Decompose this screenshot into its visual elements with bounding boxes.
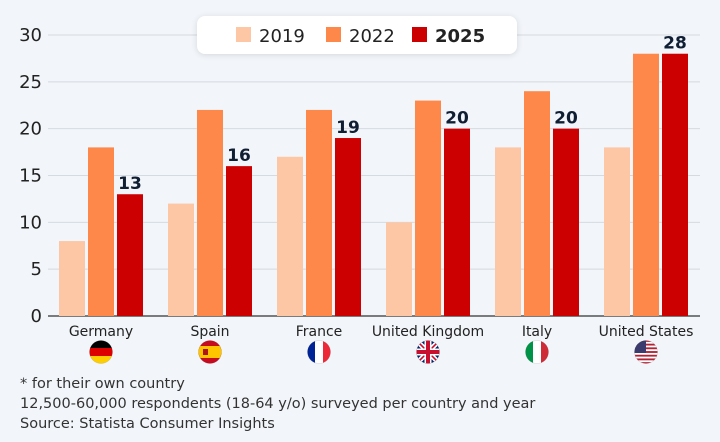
bar-2022	[524, 91, 550, 316]
data-label: 20	[554, 109, 578, 129]
legend-swatch-2019	[236, 27, 251, 42]
italy-flag-icon	[525, 340, 549, 364]
category-label: Spain	[190, 324, 229, 340]
bar-2025	[117, 194, 143, 316]
y-tick-label: 5	[31, 259, 42, 280]
bar-2025	[335, 138, 361, 316]
source: Source: Statista Consumer Insights	[20, 416, 275, 432]
bar-2019	[495, 147, 521, 316]
y-tick-label: 25	[19, 72, 42, 93]
data-label: 13	[118, 174, 142, 194]
respondents-note: 12,500-60,000 respondents (18-64 y/o) su…	[20, 396, 536, 412]
legend-label-2019: 2019	[259, 26, 305, 47]
bar-2025	[226, 166, 252, 316]
bar-2019	[386, 222, 412, 316]
category-label: Italy	[522, 324, 552, 340]
chart-footer: * for their own country 12,500-60,000 re…	[20, 374, 535, 434]
bar-2022	[306, 109, 332, 316]
germany-flag-icon	[89, 340, 113, 364]
bar-2022	[633, 53, 659, 316]
bar-2019	[59, 241, 85, 316]
legend: 2019 2022 2025	[197, 16, 517, 54]
bar-2022	[415, 100, 441, 316]
legend-swatch-2022	[326, 27, 341, 42]
bar-2019	[604, 147, 630, 316]
data-label: 16	[227, 146, 251, 166]
bar-2025	[553, 128, 579, 316]
bar-2025	[444, 128, 470, 316]
y-tick-label: 30	[19, 25, 42, 46]
y-tick-label: 0	[31, 306, 42, 327]
bar-2022	[88, 147, 114, 316]
spain-flag-icon	[198, 340, 222, 364]
legend-label-2022: 2022	[349, 26, 395, 47]
category-label: United States	[599, 324, 694, 340]
data-label: 19	[336, 118, 360, 138]
footnote: * for their own country	[20, 376, 185, 392]
y-tick-label: 20	[19, 119, 42, 140]
category-label: Germany	[69, 324, 133, 340]
y-tick-label: 15	[19, 166, 42, 187]
category-label: France	[296, 324, 343, 340]
us-flag-icon	[634, 340, 658, 364]
bar-2019	[277, 156, 303, 316]
category-label: United Kingdom	[372, 324, 484, 340]
bar-2022	[197, 109, 223, 316]
data-label: 28	[663, 34, 687, 54]
uk-flag-icon	[416, 340, 440, 364]
bar-2019	[168, 203, 194, 316]
legend-label-2025: 2025	[435, 26, 485, 47]
bar-2025	[662, 53, 688, 316]
data-label: 20	[445, 109, 469, 129]
france-flag-icon	[307, 340, 331, 364]
legend-swatch-2025	[412, 27, 427, 42]
y-tick-label: 10	[19, 212, 42, 233]
